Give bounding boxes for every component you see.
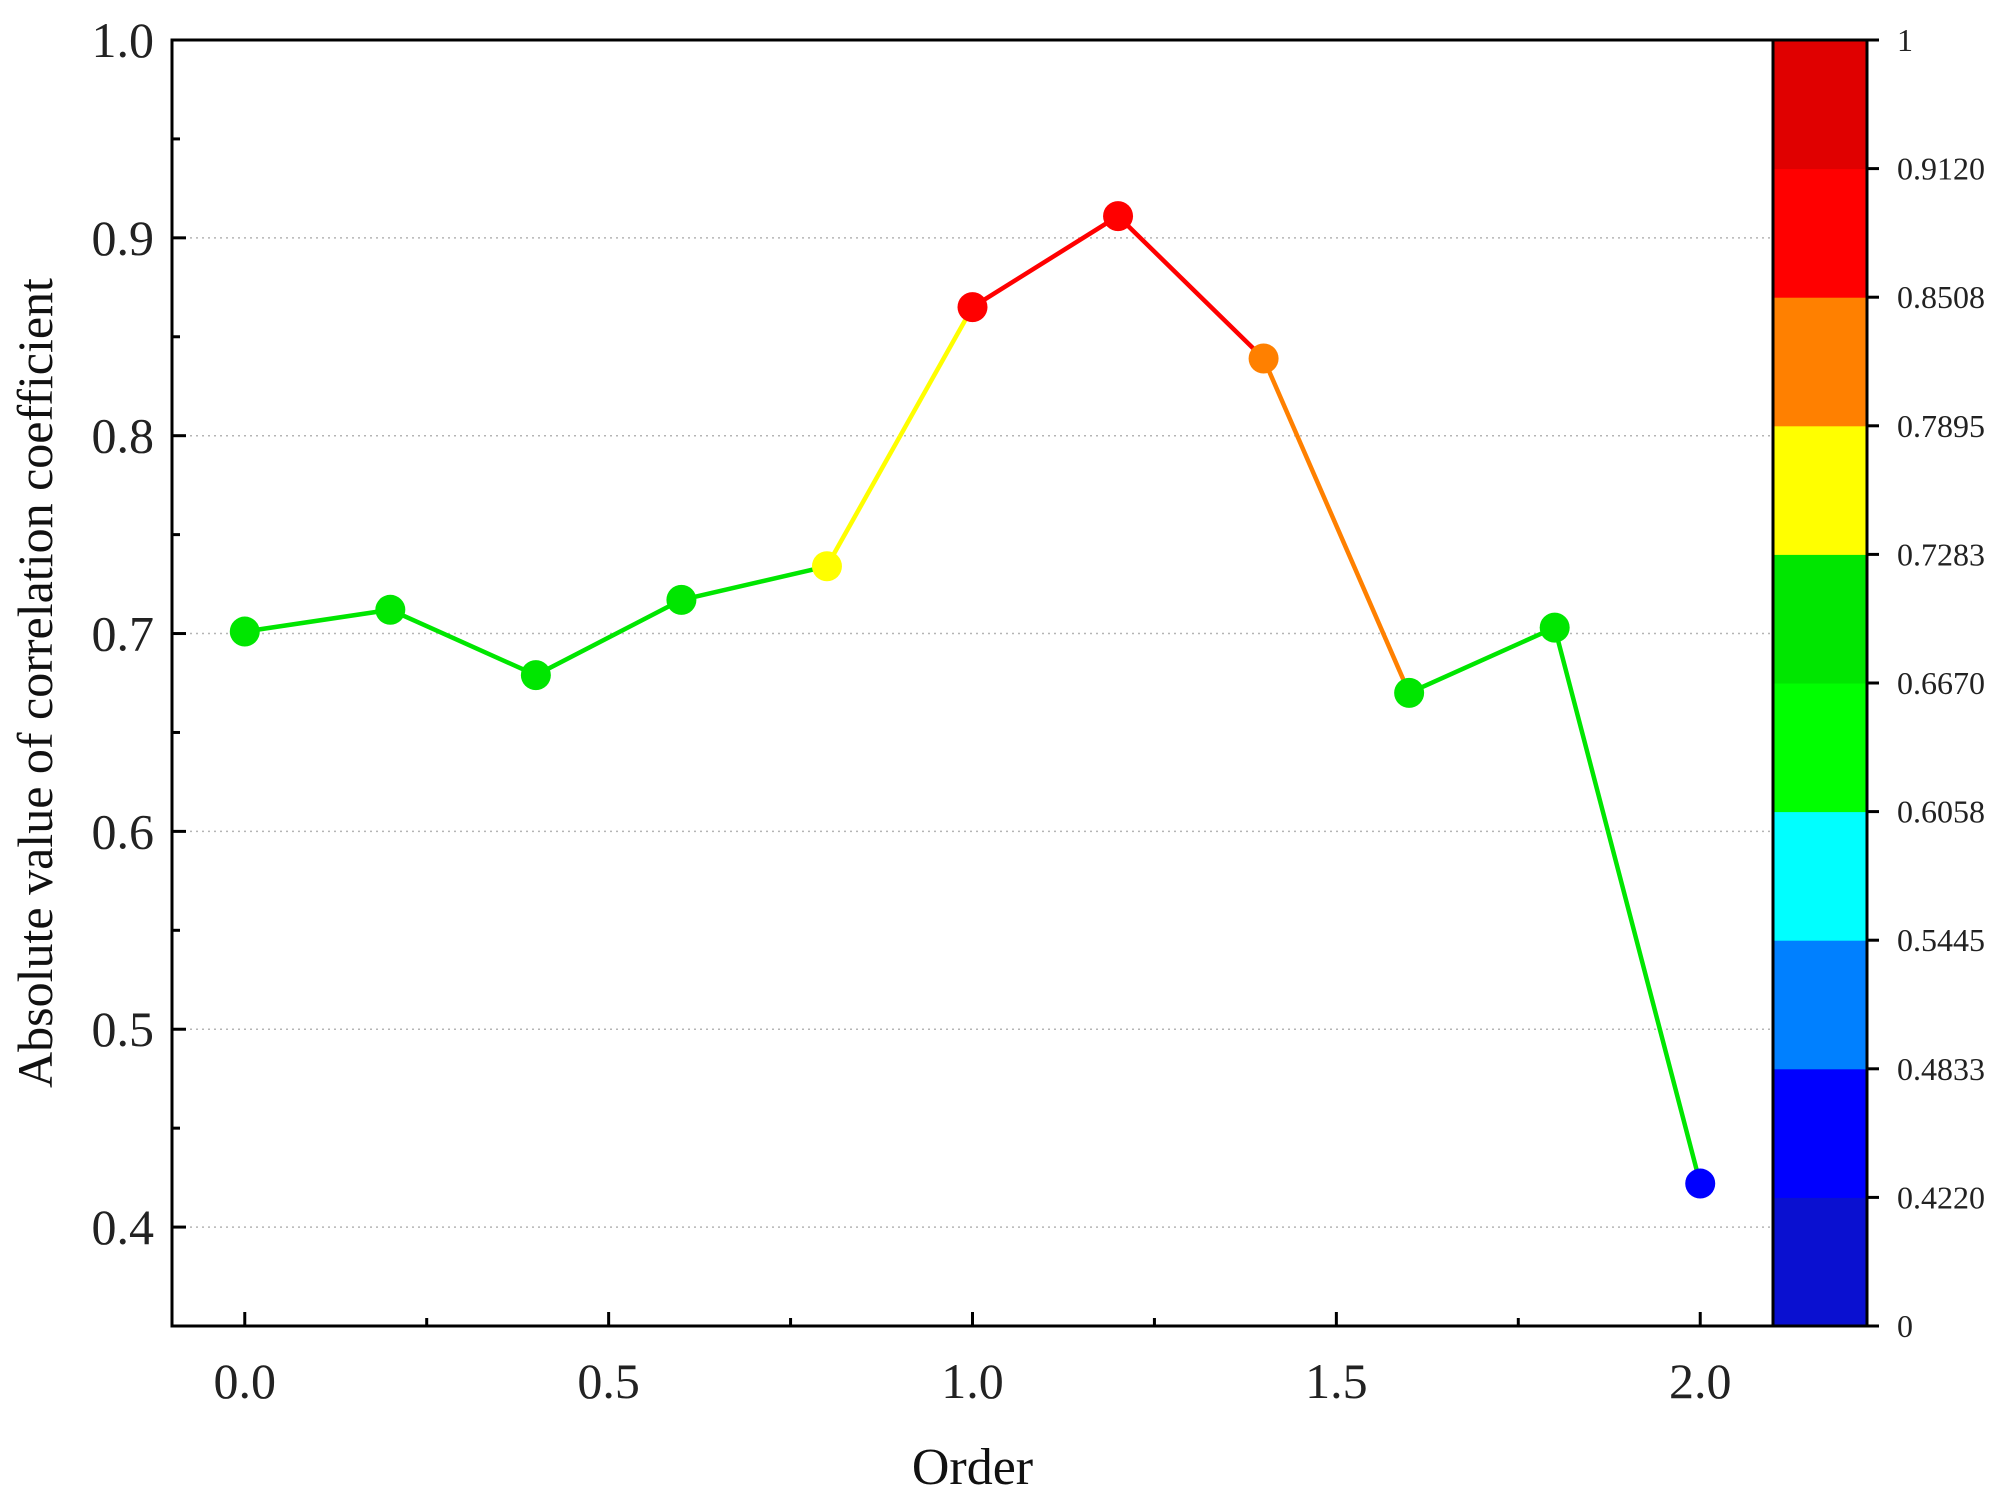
colorbar-band <box>1773 683 1867 813</box>
series-line-segment <box>388 607 539 678</box>
y-axis: 0.4 0.5 0.6 0.7 0.8 0.9 1.0 <box>92 12 186 1328</box>
x-tick-label: 1.5 <box>1305 1353 1368 1409</box>
data-point <box>957 292 988 323</box>
data-point <box>1685 1168 1716 1199</box>
series-line-segment <box>679 564 830 603</box>
data-point <box>1103 201 1134 232</box>
x-tick-label: 1.0 <box>941 1353 1004 1409</box>
colorbar-band <box>1773 1197 1867 1327</box>
colorbar-band <box>1773 425 1867 555</box>
x-tick-label: 0.5 <box>577 1353 640 1409</box>
y-tick-label: 0.7 <box>92 606 155 662</box>
series-line-segment <box>1115 213 1266 361</box>
colorbar-band <box>1773 1068 1867 1198</box>
series-points <box>229 201 1716 1199</box>
colorbar-tick-label: 0.8508 <box>1897 279 1985 315</box>
colorbar-tick-label: 0.7895 <box>1897 408 1985 444</box>
colorbar-tick-label: 0.9120 <box>1897 151 1985 187</box>
data-point <box>1539 612 1570 643</box>
x-axis: 0.0 0.5 1.0 1.5 2.0 <box>214 1312 1732 1409</box>
colorbar-band <box>1773 940 1867 1070</box>
x-tick-label: 0.0 <box>214 1353 277 1409</box>
grid-lines <box>172 237 1773 1228</box>
x-axis-title: Order <box>912 1439 1033 1496</box>
y-tick-label: 0.6 <box>92 803 155 859</box>
data-point <box>811 551 842 582</box>
y-tick-label: 0.5 <box>92 1001 155 1057</box>
colorbar-band <box>1773 40 1867 170</box>
y-tick-label: 0.8 <box>92 408 155 464</box>
data-point <box>666 584 697 615</box>
data-point <box>520 660 551 691</box>
y-axis-title: Absolute value of correlation coefficien… <box>7 278 63 1088</box>
colorbar: 0 0.4220 0.4833 0.5445 0.6058 0.6670 0.7283 0.7… <box>1771 22 1985 1344</box>
data-point <box>1248 343 1279 374</box>
series-line-segment <box>1261 356 1412 696</box>
y-tick-label: 0.9 <box>92 210 155 266</box>
series-line-segment <box>1406 625 1557 696</box>
data-point <box>375 594 406 625</box>
colorbar-tick-label: 1 <box>1897 22 1913 58</box>
colorbar-tick-label: 0.4220 <box>1897 1179 1985 1215</box>
colorbar-tick-label: 0 <box>1897 1308 1913 1344</box>
colorbar-tick-label: 0.5445 <box>1897 922 1985 958</box>
series-line-segment <box>824 304 975 569</box>
colorbar-tick-label: 0.7283 <box>1897 536 1985 572</box>
colorbar-tick-label: 0.4833 <box>1897 1051 1985 1087</box>
colorbar-band <box>1773 297 1867 427</box>
x-tick-label: 2.0 <box>1669 1353 1732 1409</box>
colorbar-tick-label: 0.6670 <box>1897 665 1985 701</box>
colorbar-band <box>1773 554 1867 684</box>
colorbar-tick-label: 0.6058 <box>1897 794 1985 830</box>
colorbar-band <box>1773 168 1867 298</box>
plot-frame <box>170 38 1775 1328</box>
data-point <box>1394 677 1425 708</box>
series-line-segment <box>242 607 393 634</box>
y-tick-label: 1.0 <box>92 12 155 68</box>
series-line-segment <box>1552 625 1703 1186</box>
series-line-segment <box>970 213 1121 310</box>
data-point <box>229 616 260 647</box>
series-lines <box>242 213 1703 1186</box>
colorbar-band <box>1773 811 1867 941</box>
y-tick-label: 0.4 <box>92 1199 155 1255</box>
series-line-segment <box>533 597 684 678</box>
